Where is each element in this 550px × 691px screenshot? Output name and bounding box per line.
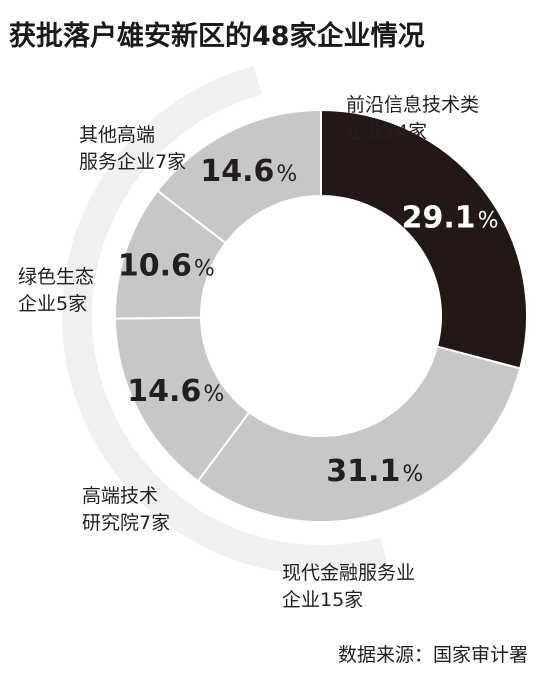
category-label-research: 高端技术 研究院7家: [82, 483, 170, 537]
category-label-line: 前沿信息技术类: [346, 94, 480, 116]
category-label-line: 研究院7家: [82, 512, 171, 534]
slice-value-label: 10.6%: [118, 249, 215, 284]
slice-value-label: 14.6%: [127, 374, 224, 409]
value-labels: 29.1% 31.1% 14.6% 10.6% 14.6%: [118, 154, 499, 489]
category-label-line: 高端技术: [82, 485, 159, 507]
background-ring: [62, 65, 389, 575]
donut-slice: [196, 345, 522, 523]
category-label-line: 企业5家: [18, 293, 88, 315]
slice-value-label: 14.6%: [200, 154, 297, 189]
category-label-line: 企业14家: [346, 121, 428, 143]
category-label-line: 其他高端: [79, 124, 156, 146]
category-label-frontier-it: 前沿信息技术类 企业14家: [346, 92, 479, 146]
donut-slice: [320, 108, 528, 370]
data-source: 数据来源：国家审计署: [337, 644, 528, 666]
category-label-line: 现代金融服务业: [282, 562, 416, 584]
category-label-line: 企业15家: [282, 589, 364, 611]
slices: [114, 108, 528, 523]
category-label-green: 绿色生态 企业5家: [18, 264, 94, 318]
category-label-line: 绿色生态: [18, 266, 95, 288]
decorative-ring-arc: [62, 65, 389, 575]
category-label-line: 服务企业7家: [79, 151, 187, 173]
category-label-finance: 现代金融服务业 企业15家: [282, 560, 415, 614]
chart-title: 获批落户雄安新区的48家企业情况: [9, 21, 425, 52]
slice-value-label: 29.1%: [402, 201, 499, 236]
slice-value-label: 31.1%: [326, 454, 423, 489]
donut-slice: [156, 108, 322, 245]
category-label-other-services: 其他高端 服务企业7家: [79, 122, 186, 176]
